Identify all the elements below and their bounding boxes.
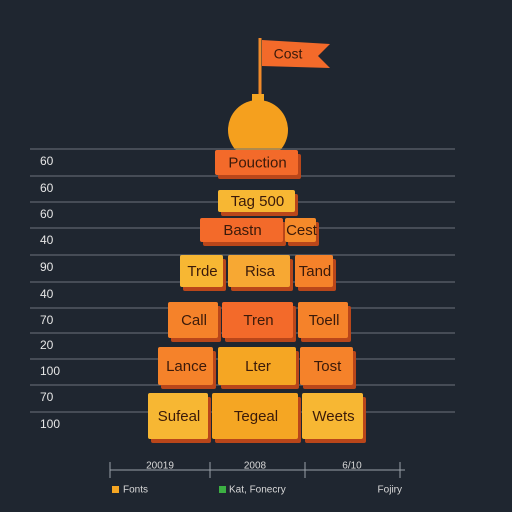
block-label: Tost — [314, 358, 342, 375]
block — [222, 302, 293, 338]
block — [218, 347, 296, 385]
block-label: Toell — [309, 312, 340, 329]
legend-label: Fonts — [123, 485, 148, 496]
block — [215, 150, 298, 175]
row-label: 100 — [40, 364, 60, 378]
row-label: 40 — [40, 287, 54, 301]
bottom-label: 6/10 — [342, 461, 362, 472]
row-label: 60 — [40, 154, 54, 168]
block-label: Lter — [245, 358, 271, 375]
block-label: Risa — [245, 263, 276, 280]
row-label: 60 — [40, 207, 54, 221]
row-label: 70 — [40, 390, 54, 404]
block-label: Sufeal — [158, 408, 201, 425]
row-label: 60 — [40, 181, 54, 195]
row-label: 40 — [40, 233, 54, 247]
row-label: 100 — [40, 417, 60, 431]
block — [285, 218, 316, 242]
flag — [262, 40, 330, 68]
flag-label: Cost — [274, 46, 303, 62]
bottom-label: 20019 — [146, 461, 174, 472]
block — [200, 218, 283, 242]
block-label: Tag 500 — [231, 193, 284, 210]
block — [218, 190, 295, 212]
ball — [228, 100, 288, 160]
block — [300, 347, 353, 385]
block-label: Call — [181, 312, 207, 329]
legend-swatch — [219, 486, 226, 493]
block — [228, 255, 290, 287]
legend-label: Fojiry — [378, 485, 402, 496]
block — [295, 255, 333, 287]
block-label: Cest — [286, 222, 318, 239]
block-label: Weets — [312, 408, 354, 425]
block-label: Bastn — [223, 222, 261, 239]
block-label: Tand — [299, 263, 332, 280]
legend-label: Kat, Fonecry — [229, 485, 286, 496]
row-label: 70 — [40, 313, 54, 327]
block — [180, 255, 223, 287]
block — [158, 347, 213, 385]
block-label: Lance — [166, 358, 207, 375]
block-label: Tren — [243, 312, 273, 329]
block-label: Pouction — [228, 154, 286, 171]
block — [298, 302, 348, 338]
block-label: Trde — [187, 263, 217, 280]
row-label: 20 — [40, 338, 54, 352]
row-label: 90 — [40, 260, 54, 274]
block — [168, 302, 218, 338]
block-label: Tegeal — [234, 408, 278, 425]
legend-swatch — [112, 486, 119, 493]
block — [148, 393, 208, 439]
block — [212, 393, 298, 439]
bottom-label: 2008 — [244, 461, 267, 472]
block — [302, 393, 363, 439]
